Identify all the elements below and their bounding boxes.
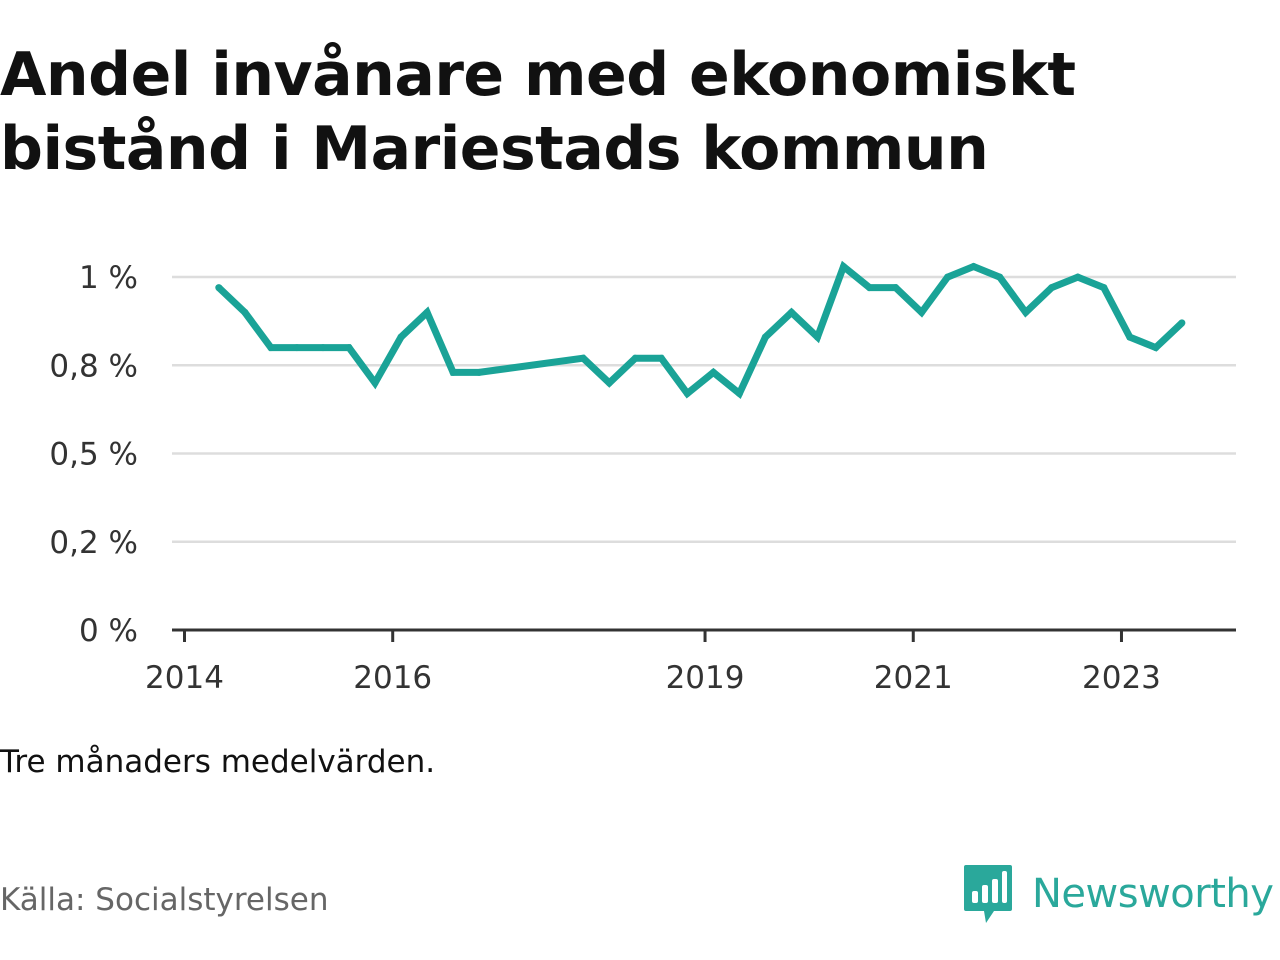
data-point bbox=[735, 390, 743, 397]
data-point bbox=[944, 273, 952, 281]
data-point bbox=[761, 333, 769, 341]
chart-title: Andel invånare med ekonomiskt bistånd i … bbox=[0, 40, 1076, 184]
brand-name: Newsworthy bbox=[1032, 871, 1274, 917]
y-tick-label: 0 % bbox=[79, 613, 138, 649]
data-point bbox=[215, 284, 223, 292]
series-layer bbox=[215, 260, 1186, 400]
data-point bbox=[241, 308, 249, 316]
data-point bbox=[657, 354, 665, 362]
line-chart: 0 %0,2 %0,5 %0,8 %1 % 2014 2016 2019 2021 20… bbox=[49, 260, 1236, 696]
x-axis: 2014 2016 2019 2021 2023 bbox=[145, 628, 1236, 696]
newsworthy-logo-icon bbox=[964, 865, 1012, 923]
data-point bbox=[397, 333, 405, 341]
data-point bbox=[1178, 319, 1186, 327]
data-point bbox=[683, 390, 691, 397]
x-tick-label: 2014 bbox=[145, 660, 224, 696]
data-point bbox=[371, 379, 379, 387]
data-point bbox=[918, 308, 926, 316]
y-tick-label: 0,8 % bbox=[49, 348, 138, 384]
x-tick-label: 2021 bbox=[874, 660, 953, 696]
data-point bbox=[579, 354, 587, 362]
data-point bbox=[1126, 333, 1134, 341]
y-tick-label: 1 % bbox=[79, 260, 138, 296]
data-point bbox=[1152, 344, 1160, 352]
data-point bbox=[423, 308, 431, 316]
source-credit: Källa: Socialstyrelsen bbox=[0, 882, 329, 918]
data-point bbox=[631, 354, 639, 362]
y-tick-label: 0,5 % bbox=[49, 437, 138, 473]
data-point bbox=[1022, 308, 1030, 316]
data-point bbox=[449, 368, 457, 376]
chart-note: Tre månaders medelvärden. bbox=[0, 744, 436, 780]
series-line bbox=[216, 260, 1185, 400]
data-point bbox=[892, 284, 900, 292]
data-point bbox=[709, 368, 717, 376]
x-tick-label: 2019 bbox=[666, 660, 745, 696]
data-point bbox=[788, 308, 795, 316]
brand-logo: Newsworthy bbox=[962, 862, 1274, 926]
data-point bbox=[293, 344, 301, 352]
data-point bbox=[605, 379, 613, 387]
data-point bbox=[475, 368, 483, 376]
gridlines bbox=[172, 275, 1236, 544]
y-tick-label: 0,2 % bbox=[49, 525, 138, 561]
data-point bbox=[970, 263, 978, 270]
x-tick-label: 2023 bbox=[1082, 660, 1161, 696]
data-point bbox=[1048, 284, 1056, 292]
data-point bbox=[996, 273, 1004, 281]
data-point bbox=[1074, 273, 1082, 281]
data-point bbox=[345, 344, 353, 352]
data-point bbox=[866, 284, 873, 292]
y-axis-ticks: 0 % 0,2 % 0,5 % 0,8 % 1 % bbox=[49, 260, 138, 649]
data-point bbox=[840, 263, 847, 270]
data-point bbox=[319, 344, 327, 352]
x-tick-label: 2016 bbox=[353, 660, 432, 696]
data-point bbox=[267, 344, 275, 352]
data-point bbox=[814, 333, 821, 341]
data-point bbox=[1100, 284, 1108, 292]
